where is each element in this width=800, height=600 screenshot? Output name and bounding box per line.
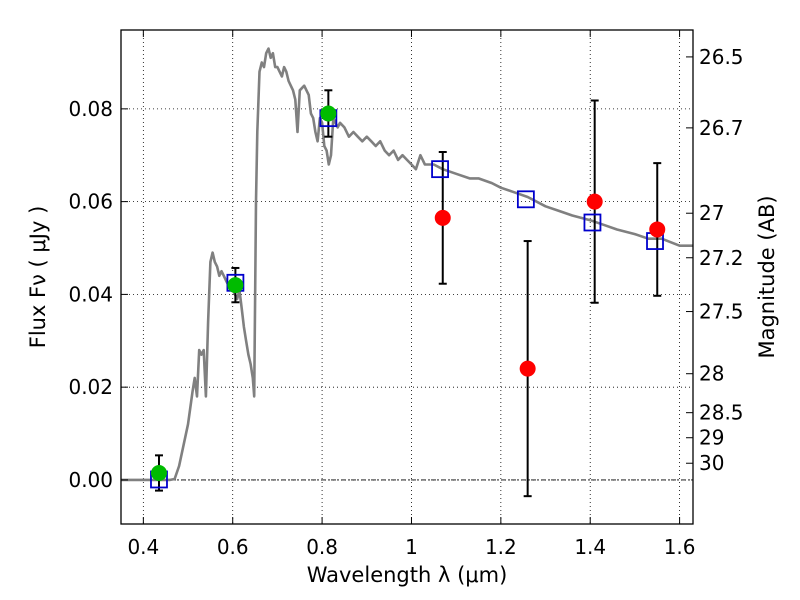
- x-tick-label: 0.6: [217, 535, 249, 559]
- y-tick-label: 0.06: [68, 190, 113, 214]
- plot-frame: [120, 29, 694, 525]
- magnitude-tick-label: 27: [699, 201, 724, 225]
- x-axis-label: Wavelength λ (μm): [307, 563, 508, 587]
- red-data-point: [434, 209, 451, 226]
- x-tick-label: 0.8: [306, 535, 338, 559]
- x-tick-label: 1.2: [485, 535, 517, 559]
- green-data-point: [227, 277, 244, 294]
- right-axis-label: Magnitude (AB): [755, 195, 779, 358]
- model-photometry-square: [516, 190, 535, 209]
- x-tick-labels: 0.4 0.6 0.8 1 1.2 1.4 1.6: [127, 535, 695, 559]
- red-data-point: [519, 360, 536, 377]
- model-photometry-square: [431, 160, 449, 179]
- y-axis-label: Flux Fν ( μJy ): [26, 206, 50, 349]
- y-tick-label: 0.04: [68, 282, 113, 306]
- magnitude-tick-label: 27.5: [699, 300, 744, 324]
- red-data-point: [649, 221, 666, 238]
- model-photometry-square: [583, 213, 602, 232]
- x-tick-label: 0.4: [127, 535, 159, 559]
- magnitude-tick-label: 28: [699, 362, 724, 386]
- y-tick-label: 0.08: [68, 97, 113, 121]
- y-tick-label: 0.00: [68, 468, 113, 492]
- green-data-point: [320, 105, 337, 122]
- x-tick-label: 1.6: [664, 535, 696, 559]
- y-tick-label: 0.02: [68, 375, 113, 399]
- x-tick-label: 1.4: [574, 535, 606, 559]
- magnitude-tick-label: 28.5: [699, 401, 744, 425]
- tick-marks: [121, 30, 693, 524]
- magnitude-tick-label: 29: [699, 426, 724, 450]
- green-data-point: [150, 464, 167, 481]
- magnitude-tick-label: 30: [699, 451, 724, 475]
- y-tick-labels: 0.00 0.02 0.04 0.06 0.08: [68, 97, 113, 492]
- red-data-point: [586, 193, 603, 210]
- magnitude-tick-label: 26.7: [699, 116, 744, 140]
- data-point-layer: [150, 105, 666, 481]
- magnitude-tick-label: 27.2: [699, 246, 744, 270]
- x-tick-label: 1: [405, 535, 418, 559]
- magnitude-tick-label: 26.5: [699, 45, 744, 69]
